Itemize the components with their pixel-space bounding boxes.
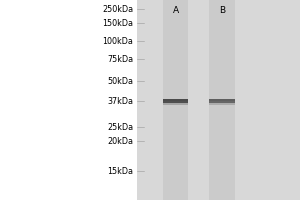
Bar <box>209 103 235 105</box>
Bar <box>209 99 235 101</box>
Bar <box>136 0 300 200</box>
Bar <box>163 99 188 103</box>
Text: B: B <box>219 6 225 15</box>
Text: A: A <box>172 6 178 15</box>
Text: 15kDa: 15kDa <box>107 166 134 176</box>
Bar <box>163 99 188 101</box>
Bar <box>209 99 235 103</box>
Text: 20kDa: 20kDa <box>107 136 134 146</box>
Text: 75kDa: 75kDa <box>107 54 134 64</box>
Text: 37kDa: 37kDa <box>107 97 134 106</box>
Bar <box>163 103 188 105</box>
Text: 25kDa: 25kDa <box>107 122 134 132</box>
Text: 150kDa: 150kDa <box>103 19 134 27</box>
Bar <box>163 0 188 200</box>
Text: 250kDa: 250kDa <box>102 4 134 14</box>
Bar <box>209 0 235 200</box>
Text: 50kDa: 50kDa <box>107 76 134 86</box>
Text: 100kDa: 100kDa <box>103 36 134 46</box>
